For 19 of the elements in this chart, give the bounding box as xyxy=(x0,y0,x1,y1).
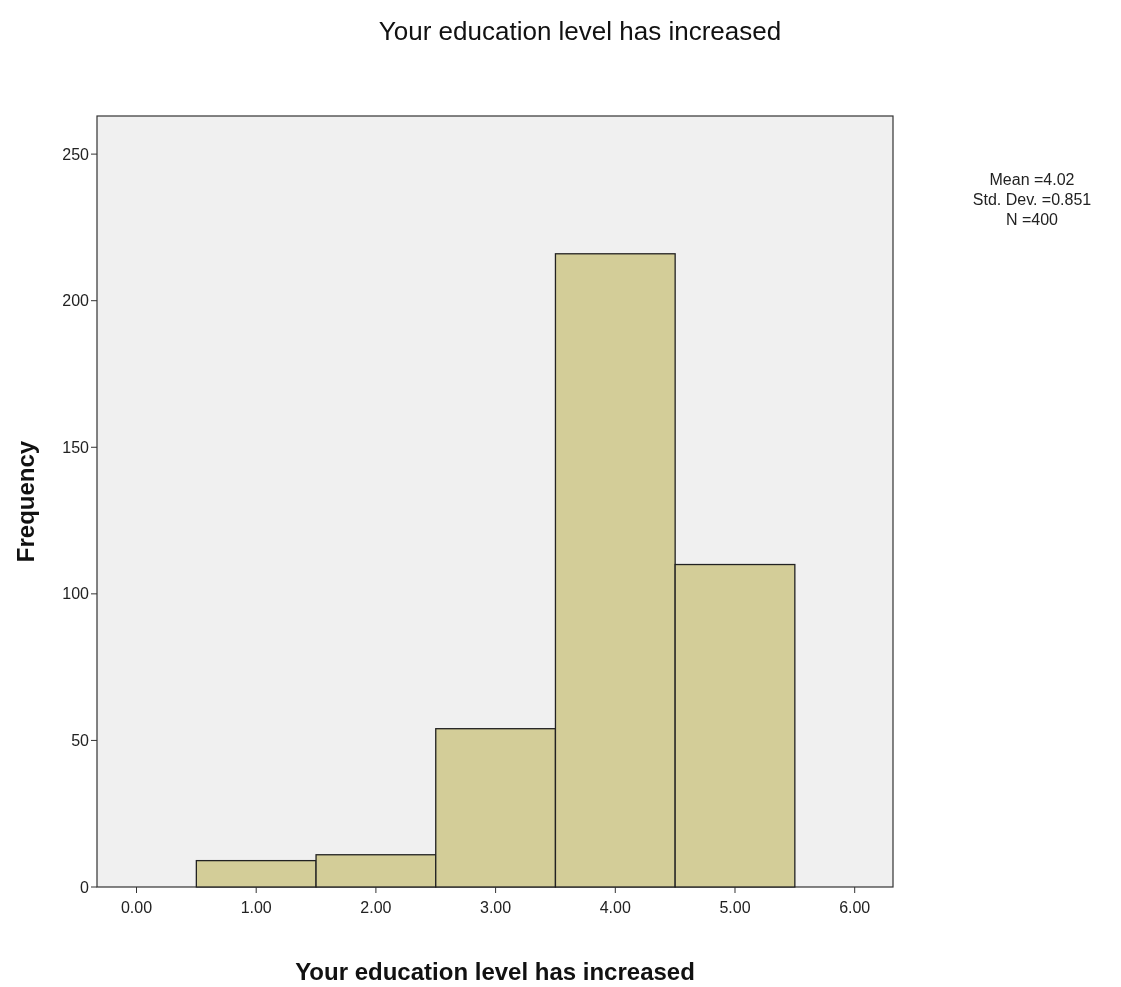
x-tick-label: 6.00 xyxy=(839,899,871,916)
text: Mean =4.02 xyxy=(989,171,1075,188)
chart-title: Your education level has increased xyxy=(378,16,782,46)
y-tick-label: 100 xyxy=(62,585,90,603)
text: Std. Dev. =0.851 xyxy=(972,191,1092,208)
x-tick-label: 1.00 xyxy=(240,899,272,916)
x-tick-label: 2.00 xyxy=(360,899,392,916)
x-tick-label: 0.00 xyxy=(120,899,153,916)
text: N =400 xyxy=(1005,211,1059,228)
x-tick-label: 3.00 xyxy=(480,899,512,916)
y-tick-label: 50 xyxy=(71,732,90,750)
y-tick-label: 200 xyxy=(62,292,90,310)
x-tick-label: 4.00 xyxy=(599,899,631,916)
y-tick-label: 250 xyxy=(62,145,90,163)
x-axis-title: Your education level has increased xyxy=(295,958,695,985)
x-tick-label: 5.00 xyxy=(719,899,751,916)
y-tick-label: 150 xyxy=(62,438,90,456)
y-axis-title: Frequency xyxy=(12,440,39,563)
y-tick-label: 0 xyxy=(80,878,90,896)
